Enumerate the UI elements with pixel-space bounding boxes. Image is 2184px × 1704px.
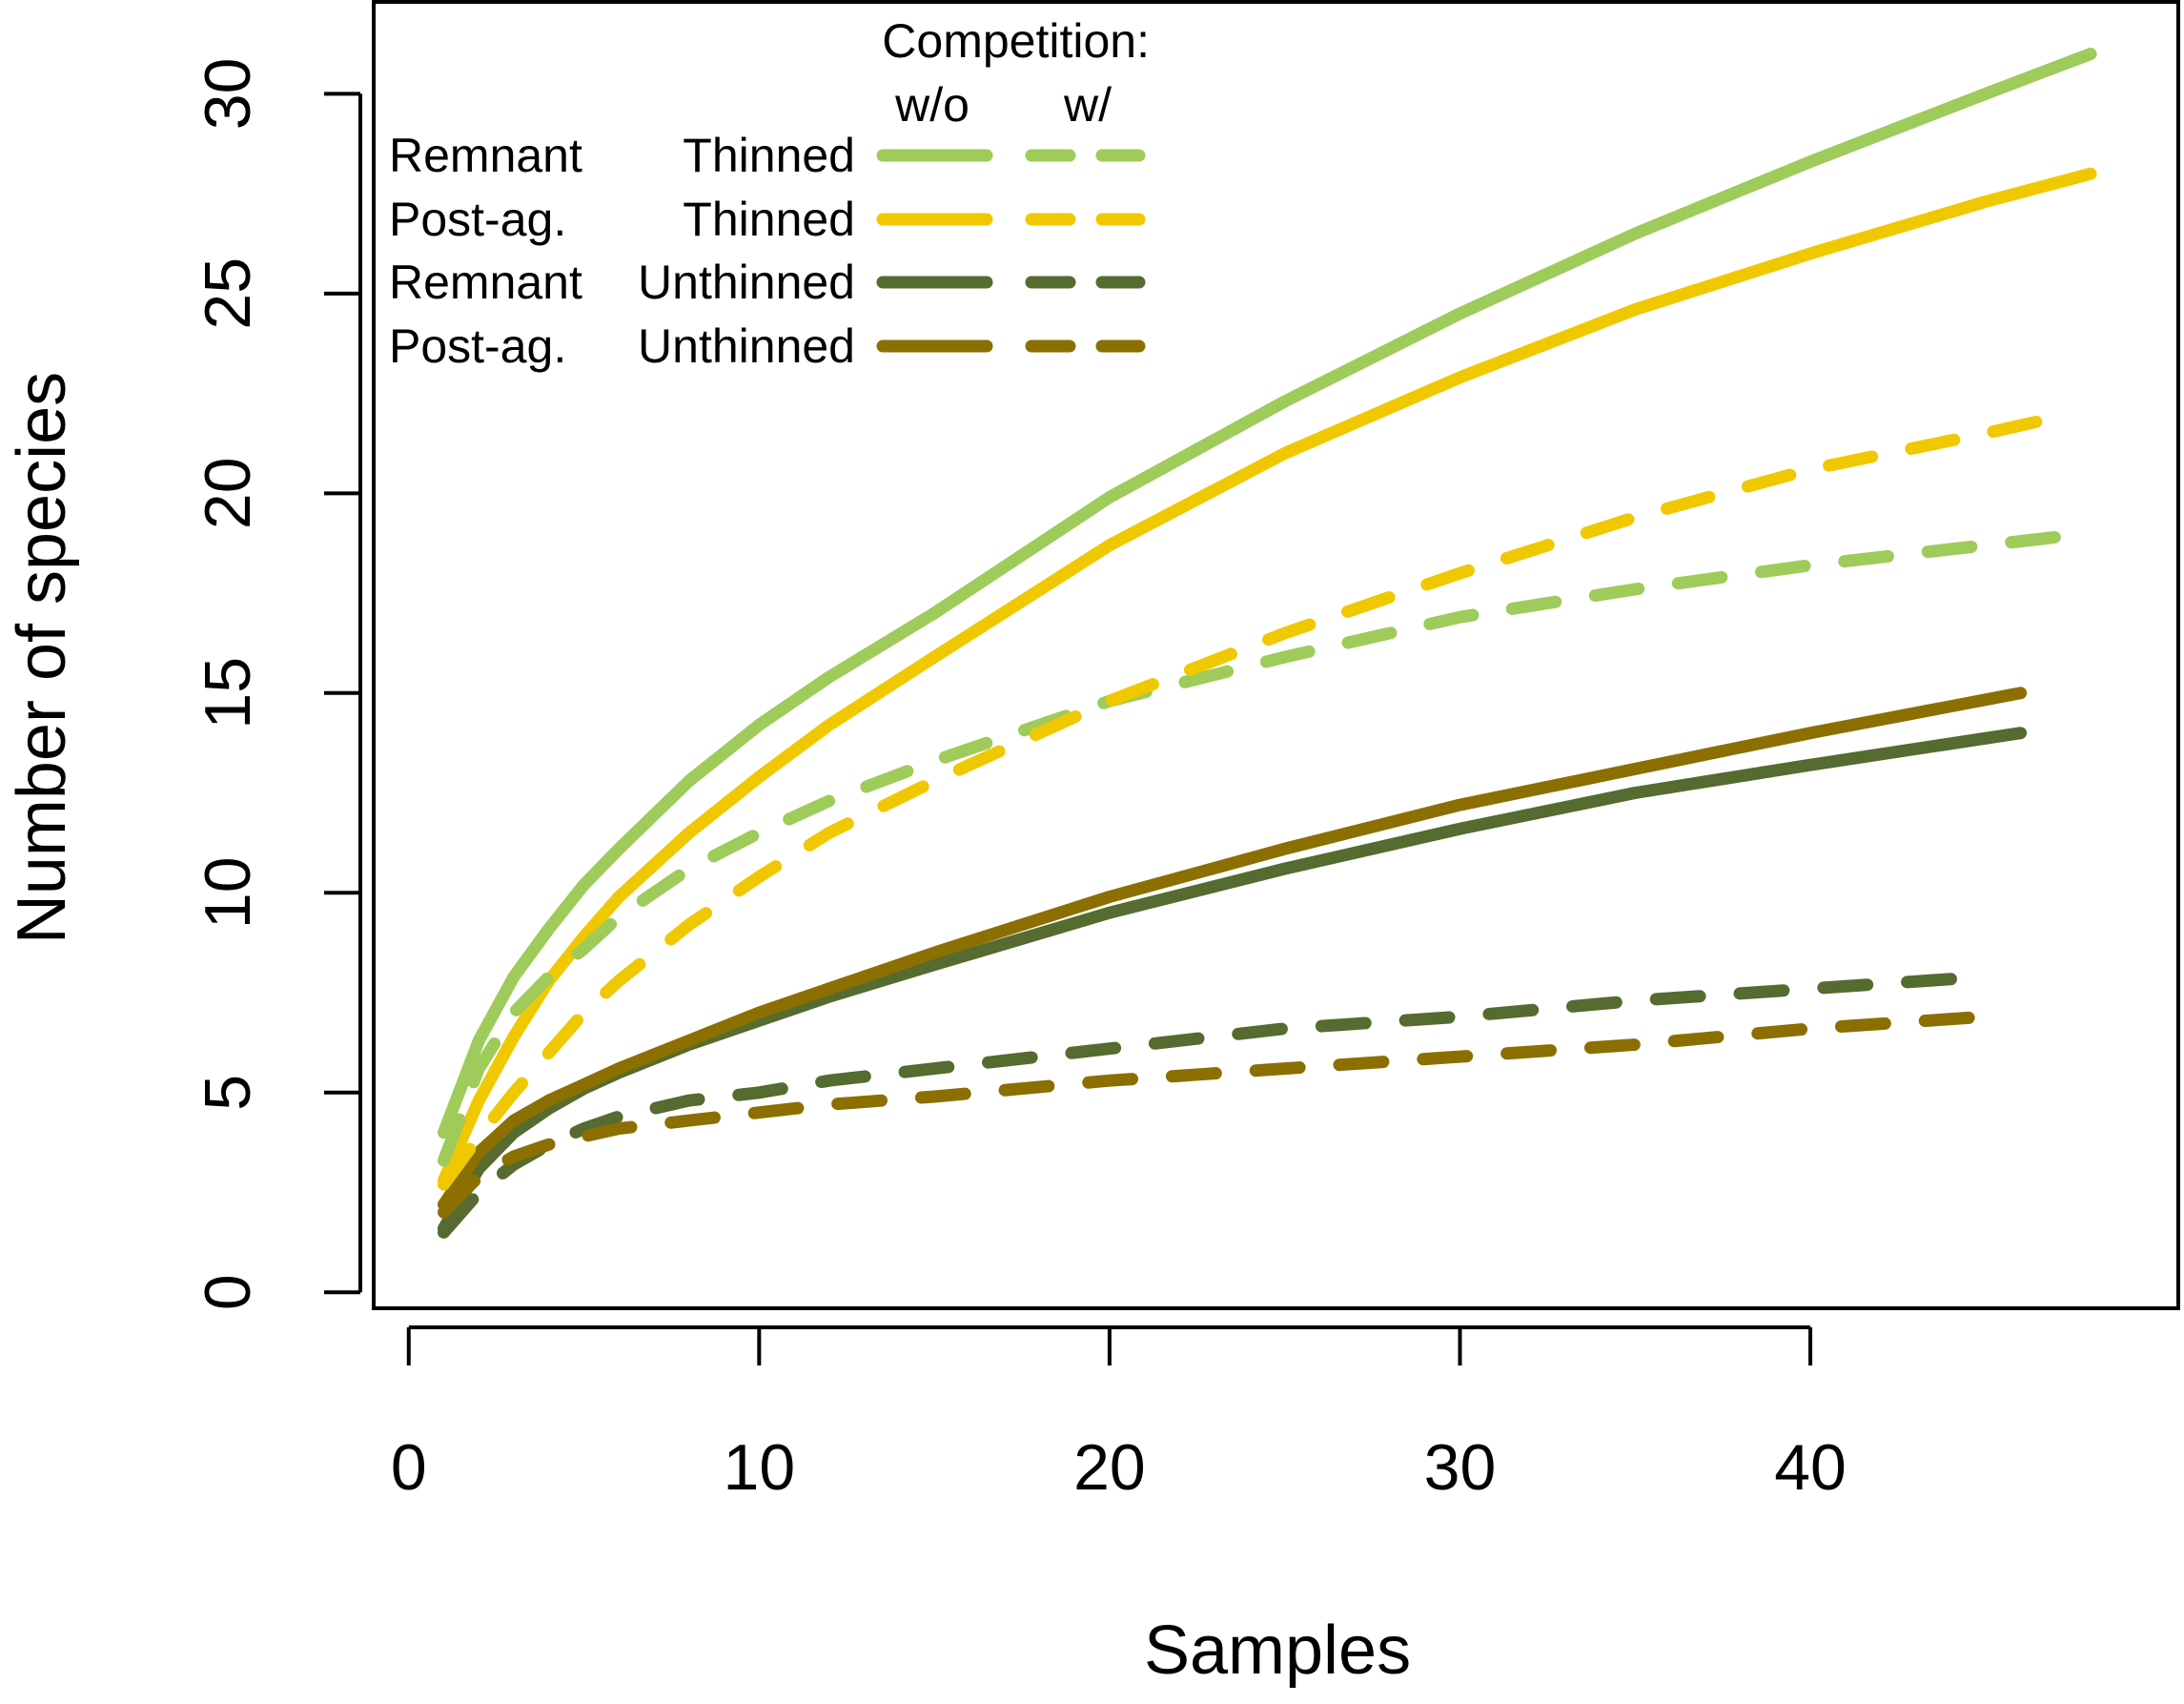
x-tick-label: 40 (1774, 1431, 1847, 1504)
legend-heading: Competition: (882, 14, 1150, 68)
plot-frame (372, 0, 2180, 1310)
y-tick-label: 5 (192, 1075, 264, 1111)
y-tick-label: 30 (192, 58, 264, 131)
legend-rows: Remnant Thinned Post-ag. Thinned Remnant Unth… (389, 129, 1146, 373)
x-axis: 0 10 20 30 40 (391, 1325, 1847, 1504)
y-tick-label: 20 (192, 457, 264, 529)
series-line-remnant-thinned-without (438, 48, 2097, 1139)
series-layer (438, 48, 2097, 1239)
series-line-post-ag-unthinned-without (438, 687, 2028, 1211)
series-line-remnant-unthinned-with (438, 970, 1992, 1239)
y-axis: 0 5 10 15 20 25 30 (192, 58, 362, 1310)
x-axis-title: Samples (1144, 1612, 1411, 1689)
legend-col-with: w/ (1063, 78, 1112, 132)
y-axis-title: Number of species (4, 372, 80, 944)
legend-site-label: Remnant (389, 129, 582, 182)
series-line-remnant-thinned-with (438, 530, 2062, 1167)
legend-site-label: Post-ag. (389, 193, 566, 246)
y-tick-label: 25 (192, 257, 264, 330)
series-line-post-ag-thinned-with (438, 415, 2045, 1191)
legend-treatment-label: Thinned (683, 193, 855, 246)
x-tick-label: 30 (1424, 1431, 1497, 1504)
legend-treatment-label: Unthinned (638, 319, 855, 373)
legend: Competition: w/o w/ Remnant Thinned Post-a… (389, 14, 1150, 373)
series-line-post-ag-unthinned-with (438, 1010, 1992, 1219)
x-tick-label: 0 (391, 1431, 427, 1504)
y-tick-label: 10 (192, 856, 264, 929)
legend-site-label: Post-ag. (389, 319, 566, 373)
series-line-remnant-unthinned-without (438, 727, 2028, 1235)
x-tick-label: 10 (724, 1431, 796, 1504)
y-tick-label: 0 (192, 1274, 264, 1310)
series-line-post-ag-thinned-without (438, 167, 2097, 1187)
legend-col-without: w/o (894, 78, 970, 132)
legend-treatment-label: Unthinned (638, 256, 855, 309)
x-tick-label: 20 (1073, 1431, 1146, 1504)
y-tick-label: 15 (192, 657, 264, 729)
legend-site-label: Remnant (389, 256, 582, 309)
legend-treatment-label: Thinned (683, 129, 855, 182)
